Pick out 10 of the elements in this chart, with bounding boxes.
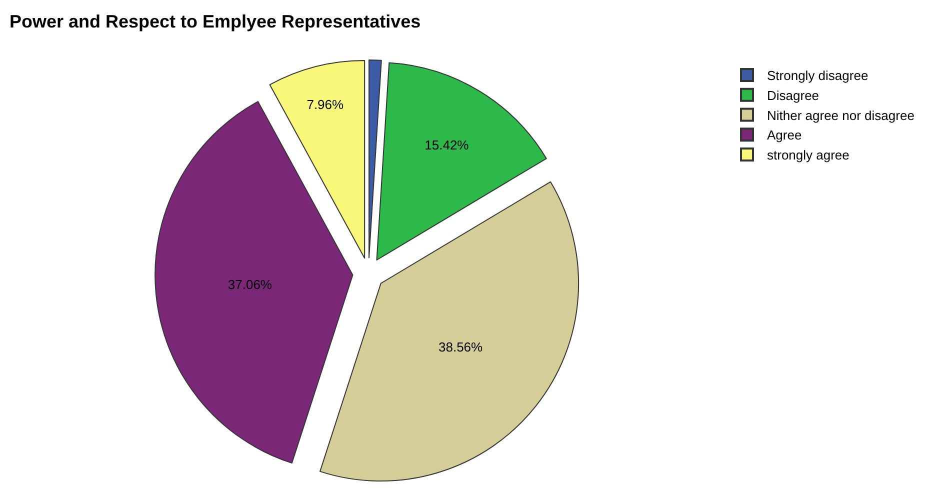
legend-label: Nither agree nor disagree bbox=[767, 108, 914, 123]
legend-label: Agree bbox=[767, 128, 802, 143]
data-label: 38.56% bbox=[438, 339, 484, 354]
legend-label: Strongly disagree bbox=[767, 68, 868, 84]
data-label: 37.06% bbox=[228, 277, 272, 292]
chart-title: Power and Respect to Emplyee Representatives bbox=[9, 11, 421, 32]
data-label: 7.96% bbox=[306, 97, 344, 112]
data-label: 15.42% bbox=[424, 137, 470, 152]
legend-label: strongly agree bbox=[767, 148, 850, 163]
legend-label: Disagree bbox=[767, 88, 820, 103]
